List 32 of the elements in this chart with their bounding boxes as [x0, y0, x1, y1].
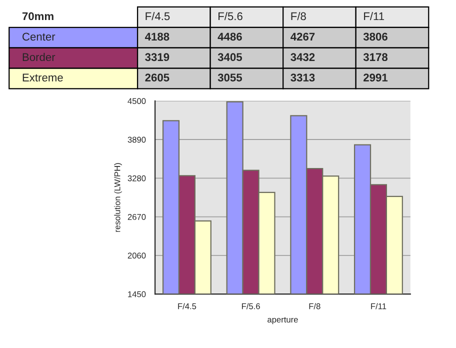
- text: Border: [22, 52, 56, 62]
- data-label: 3055: [218, 74, 242, 82]
- y-tick-label: 3280: [128, 175, 146, 182]
- x-tick-label: F/8: [309, 303, 320, 310]
- category-label: F/11: [364, 12, 384, 20]
- y-tick-label: 3890: [128, 136, 146, 143]
- category-label: F/8: [291, 12, 306, 20]
- x-tick-label: F/11: [371, 303, 386, 310]
- data-label: 4267: [290, 32, 315, 41]
- x-axis-title: aperture: [268, 317, 298, 324]
- category-label: F/5.6: [218, 12, 242, 20]
- y-tick-label: 1450: [128, 291, 146, 298]
- y-tick-label: 2670: [128, 214, 146, 220]
- data-label: 3432: [290, 53, 315, 62]
- y-tick-label: 2060: [128, 252, 146, 259]
- data-label: 3178: [363, 53, 388, 62]
- data-label: 4188: [144, 32, 170, 41]
- text: Extreme: [22, 74, 63, 82]
- text: 70mm: [22, 12, 54, 20]
- text: Center: [22, 32, 56, 41]
- data-label: 3313: [290, 74, 315, 82]
- x-tick-label: F/5.6: [242, 303, 260, 310]
- y-tick-label: 4500: [128, 98, 146, 104]
- data-label: 3806: [363, 32, 388, 41]
- data-label: 2991: [364, 74, 388, 82]
- data-label: 3405: [218, 53, 242, 62]
- data-label: 4486: [218, 32, 242, 41]
- data-label: 3319: [145, 53, 170, 62]
- data-label: 2605: [145, 74, 170, 82]
- x-tick-label: F/4.5: [178, 303, 196, 310]
- y-axis-title: resolution (LW/PH): [114, 163, 122, 232]
- category-label: F/4.5: [146, 12, 170, 20]
